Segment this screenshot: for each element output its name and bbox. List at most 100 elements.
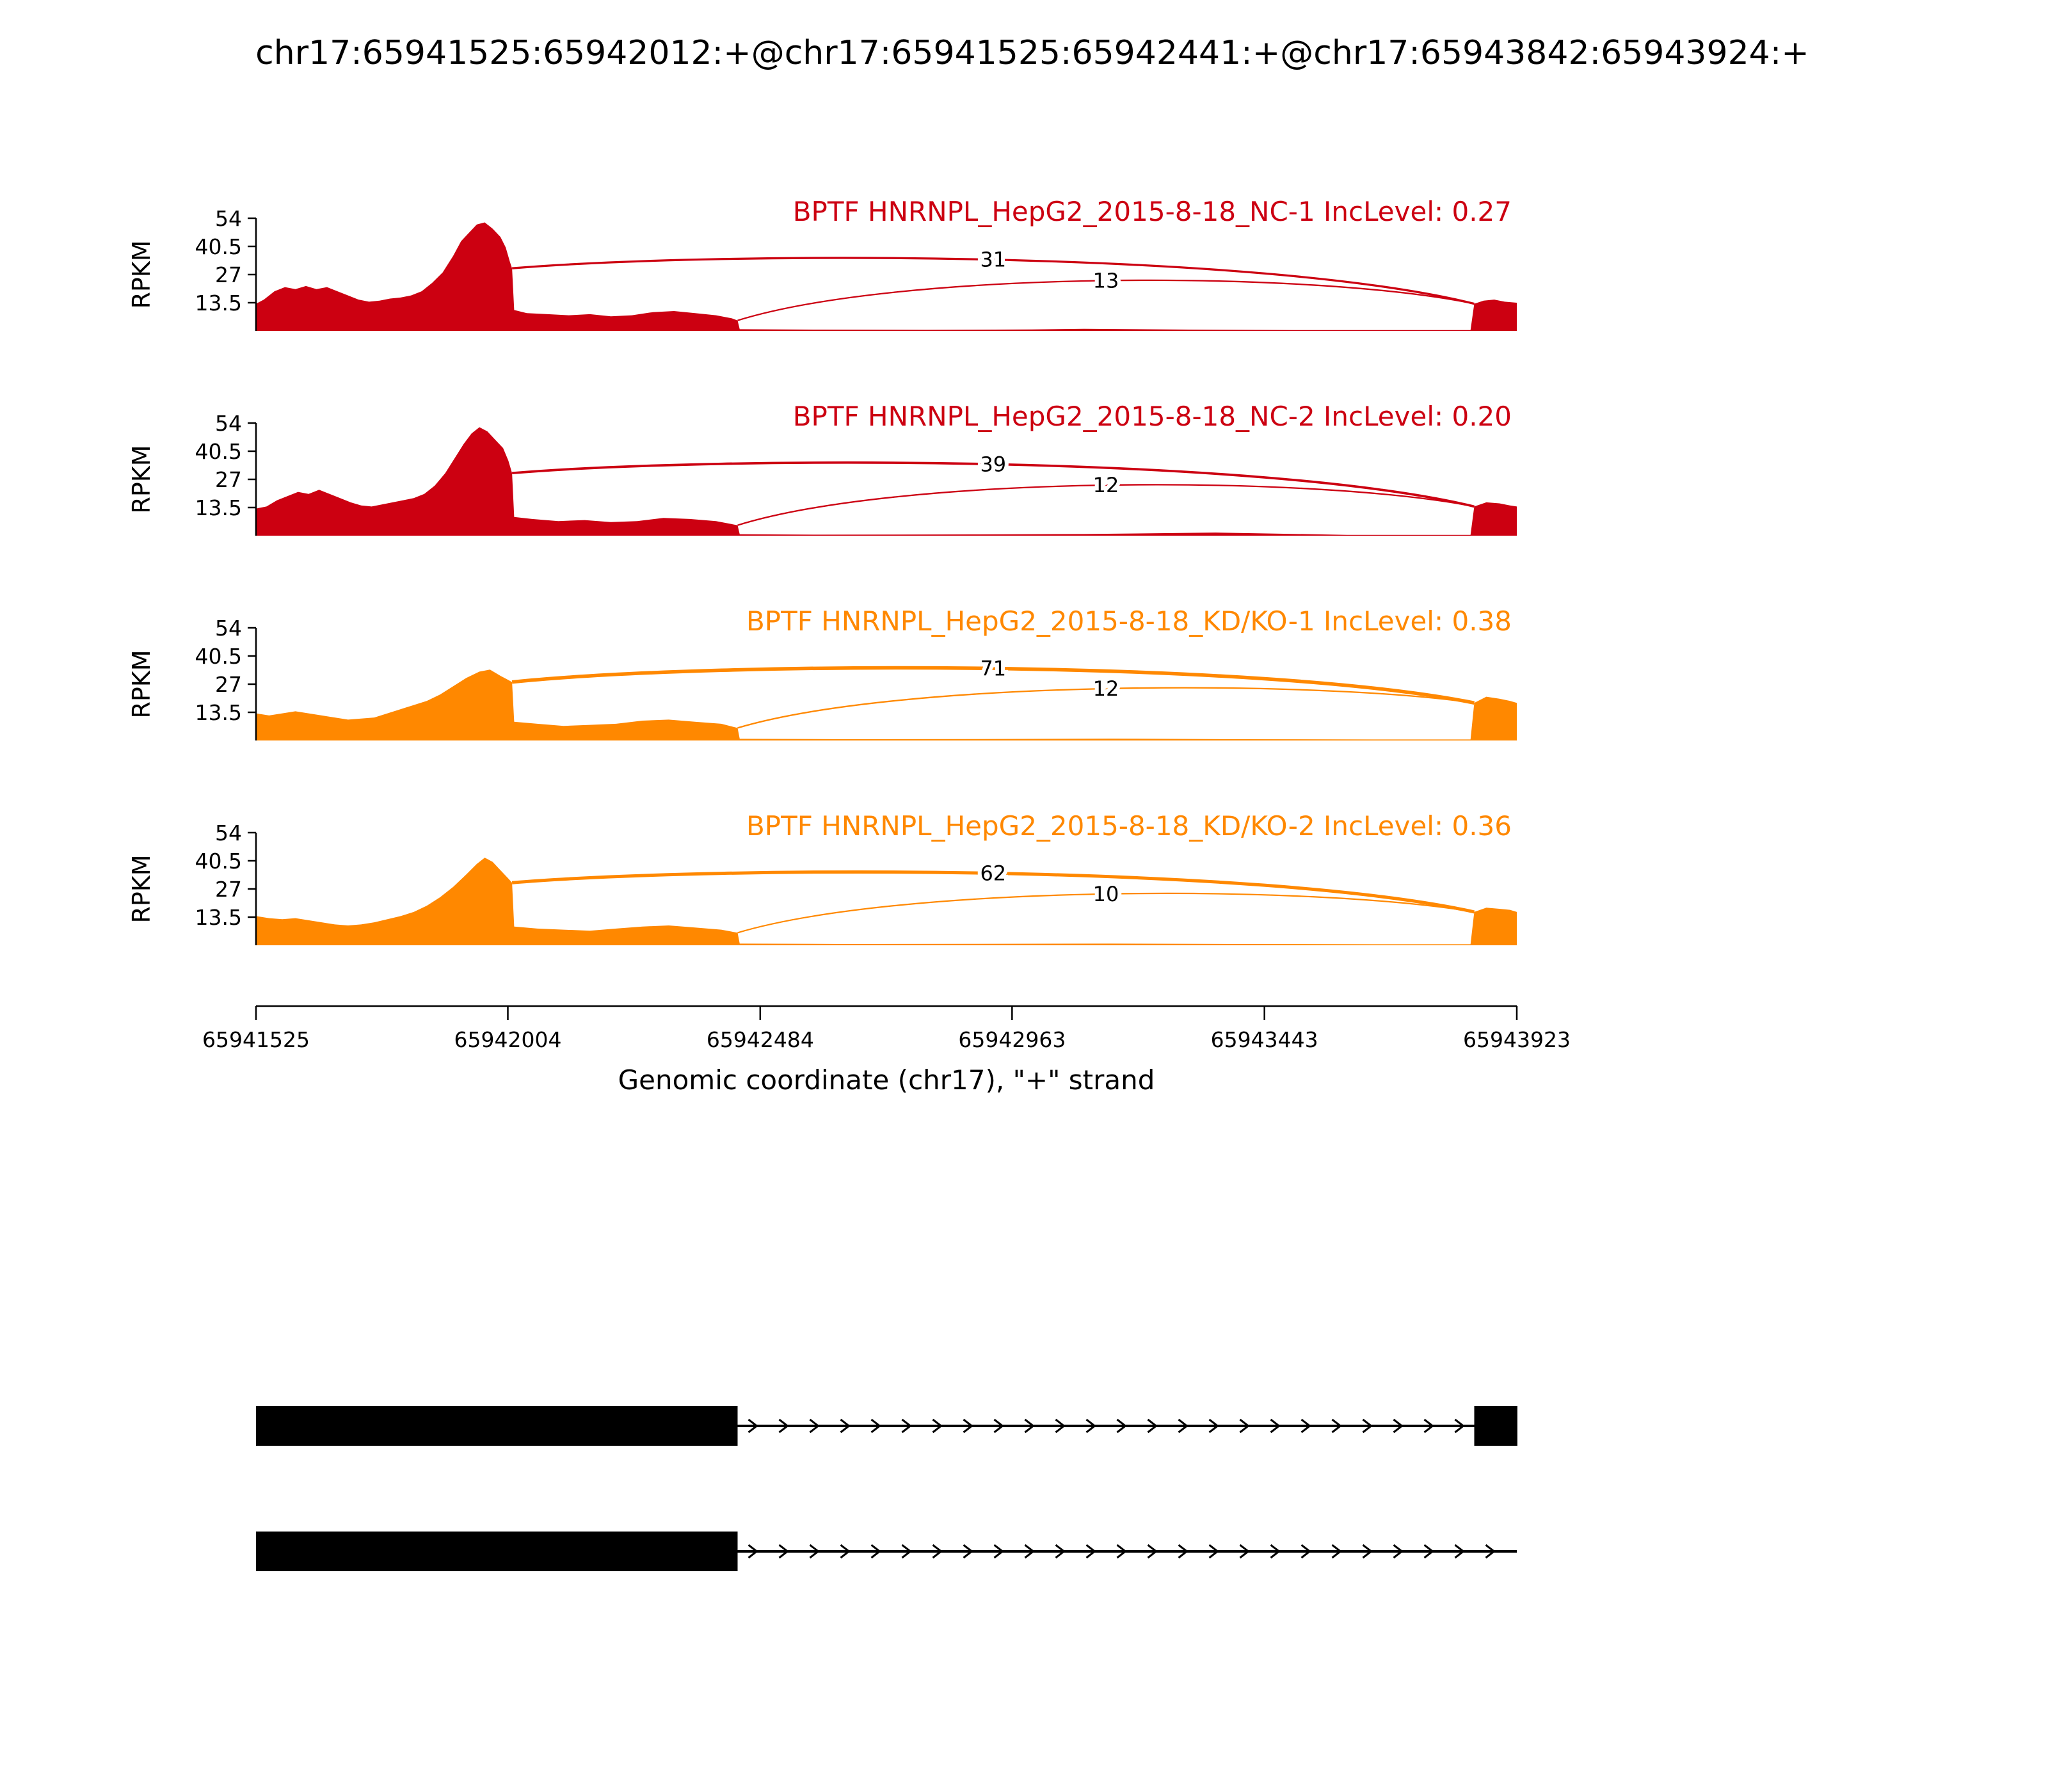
y-tick-label: 54 (215, 206, 242, 231)
coverage-area (256, 222, 1517, 331)
y-axis-title: RPKM (127, 854, 156, 923)
y-tick-label: 40.5 (195, 849, 242, 874)
intron-arrow-icon (1270, 1418, 1281, 1434)
intron-arrow-icon (748, 1544, 758, 1559)
intron-arrow-icon (1454, 1544, 1465, 1559)
transcript (256, 1406, 1517, 1446)
x-tick-label: 65942484 (707, 1027, 814, 1052)
track-label: BPTF HNRNPL_HepG2_2015-8-18_KD/KO-1 IncL… (746, 605, 1512, 637)
intron-arrow-icon (993, 1544, 1004, 1559)
intron-arrow-icon (840, 1418, 851, 1434)
junction-count: 10 (1093, 882, 1119, 906)
intron-arrow-icon (1024, 1418, 1035, 1434)
junction-arc (737, 892, 1475, 934)
exon (1474, 1406, 1517, 1446)
intron-arrow-icon (1024, 1544, 1035, 1559)
y-tick-label: 27 (215, 467, 242, 492)
y-tick-label: 13.5 (195, 905, 242, 930)
y-tick-label: 40.5 (195, 234, 242, 259)
intron-arrow-icon (1362, 1544, 1373, 1559)
y-tick-label: 40.5 (195, 644, 242, 669)
coverage-area (256, 427, 1517, 536)
intron-arrow-icon (993, 1418, 1004, 1434)
intron-arrow-icon (1331, 1544, 1342, 1559)
transcript-diagram (256, 1406, 1517, 1571)
transcript (256, 1532, 1517, 1571)
intron-arrow-icon (1393, 1544, 1404, 1559)
junction-arc (737, 484, 1475, 526)
intron-arrow-icon (1208, 1544, 1219, 1559)
intron-arrow-icon (1085, 1418, 1096, 1434)
intron-arrow-icon (809, 1418, 820, 1434)
intron-arrow-icon (1485, 1544, 1496, 1559)
track-label: BPTF HNRNPL_HepG2_2015-8-18_KD/KO-2 IncL… (746, 810, 1512, 842)
junction-arc (511, 257, 1475, 305)
intron-arrow-icon (1300, 1418, 1311, 1434)
intron-arrow-icon (809, 1544, 820, 1559)
figure-title: chr17:65941525:65942012:+@chr17:65941525… (255, 34, 1809, 72)
intron-arrow-icon (1055, 1544, 1066, 1559)
intron-arrow-icon (901, 1544, 912, 1559)
junction-count: 13 (1093, 268, 1119, 292)
exon (256, 1406, 738, 1446)
x-tick-label: 65943443 (1211, 1027, 1318, 1052)
sashimi-track: 13.5 27 40.5 54 RPKM BPTF HNRNPL_HepG2_2015-8… (127, 605, 1517, 740)
intron-arrow-icon (778, 1544, 789, 1559)
sashimi-track: 13.5 27 40.5 54 RPKM BPTF HNRNPL_HepG2_2015-8… (127, 196, 1517, 331)
y-tick-label: 27 (215, 262, 242, 287)
intron-arrow-icon (932, 1418, 943, 1434)
y-tick-label: 54 (215, 820, 242, 845)
intron-arrow-icon (1208, 1418, 1219, 1434)
junction-count: 39 (980, 452, 1006, 476)
intron-arrow-icon (778, 1418, 789, 1434)
track-label: BPTF HNRNPL_HepG2_2015-8-18_NC-1 IncLeve… (793, 196, 1512, 227)
junction-arc (511, 870, 1475, 914)
intron-arrow-icon (1239, 1418, 1250, 1434)
y-tick-label: 27 (215, 877, 242, 902)
y-tick-label: 54 (215, 411, 242, 436)
intron-arrow-icon (1178, 1544, 1188, 1559)
intron-arrow-icon (1116, 1544, 1127, 1559)
y-axis-title: RPKM (127, 445, 156, 513)
junction-arc (737, 687, 1475, 729)
sashimi-track: 13.5 27 40.5 54 RPKM BPTF HNRNPL_HepG2_2015-8… (127, 810, 1517, 945)
x-tick-label: 65942963 (958, 1027, 1066, 1052)
junction-count: 71 (980, 657, 1006, 681)
intron-arrow-icon (840, 1544, 851, 1559)
sashimi-track: 13.5 27 40.5 54 RPKM BPTF HNRNPL_HepG2_2015-8… (127, 401, 1517, 536)
intron-arrow-icon (1116, 1418, 1127, 1434)
y-tick-label: 40.5 (195, 439, 242, 464)
intron-arrow-icon (1393, 1418, 1404, 1434)
y-tick-label: 13.5 (195, 495, 242, 520)
intron-arrow-icon (1147, 1418, 1158, 1434)
junction-count: 62 (980, 861, 1006, 886)
intron-arrow-icon (1300, 1544, 1311, 1559)
junction-arc (511, 461, 1475, 508)
intron-arrow-icon (1423, 1544, 1434, 1559)
intron-arrow-icon (901, 1418, 912, 1434)
x-axis: 65941525 65942004 65942484 65942963 65943443… (202, 1005, 1571, 1052)
intron-arrow-icon (1331, 1418, 1342, 1434)
intron-arrow-icon (1270, 1544, 1281, 1559)
intron-arrow-icon (748, 1418, 758, 1434)
y-axis-title: RPKM (127, 240, 156, 308)
intron-arrow-icon (1454, 1418, 1465, 1434)
y-tick-label: 54 (215, 616, 242, 641)
junction-count: 12 (1093, 473, 1119, 497)
intron-arrow-icon (1239, 1544, 1250, 1559)
intron-arrow-icon (963, 1544, 973, 1559)
intron-arrow-icon (1055, 1418, 1066, 1434)
intron-arrow-icon (1423, 1418, 1434, 1434)
track-label: BPTF HNRNPL_HepG2_2015-8-18_NC-2 IncLeve… (793, 401, 1512, 432)
x-tick-label: 65941525 (202, 1027, 310, 1052)
exon (256, 1532, 738, 1571)
intron-arrow-icon (1085, 1544, 1096, 1559)
x-tick-label: 65943923 (1463, 1027, 1571, 1052)
intron-arrow-icon (932, 1544, 943, 1559)
y-tick-label: 13.5 (195, 291, 242, 316)
coverage-area (256, 669, 1517, 740)
intron-arrow-icon (870, 1544, 881, 1559)
intron-arrow-icon (963, 1418, 973, 1434)
